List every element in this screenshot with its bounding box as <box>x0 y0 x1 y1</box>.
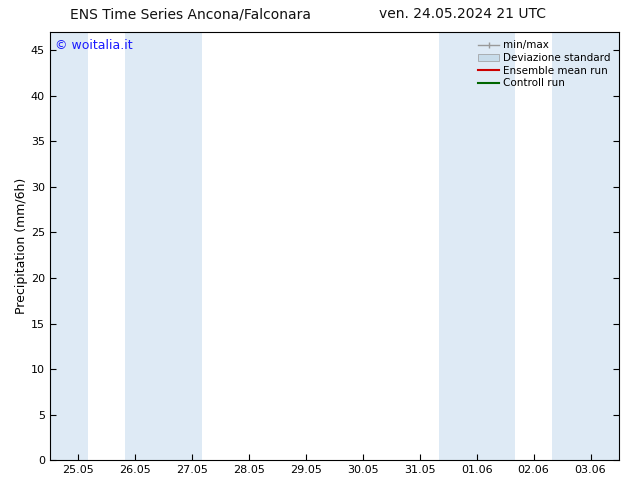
Text: © woitalia.it: © woitalia.it <box>55 39 133 51</box>
Y-axis label: Precipitation (mm/6h): Precipitation (mm/6h) <box>15 178 28 314</box>
Bar <box>439 32 515 460</box>
Text: ven. 24.05.2024 21 UTC: ven. 24.05.2024 21 UTC <box>379 7 547 22</box>
Bar <box>49 32 88 460</box>
Legend: min/max, Deviazione standard, Ensemble mean run, Controll run: min/max, Deviazione standard, Ensemble m… <box>475 37 614 92</box>
Text: ENS Time Series Ancona/Falconara: ENS Time Series Ancona/Falconara <box>70 7 311 22</box>
Bar <box>126 32 202 460</box>
Bar <box>552 32 619 460</box>
